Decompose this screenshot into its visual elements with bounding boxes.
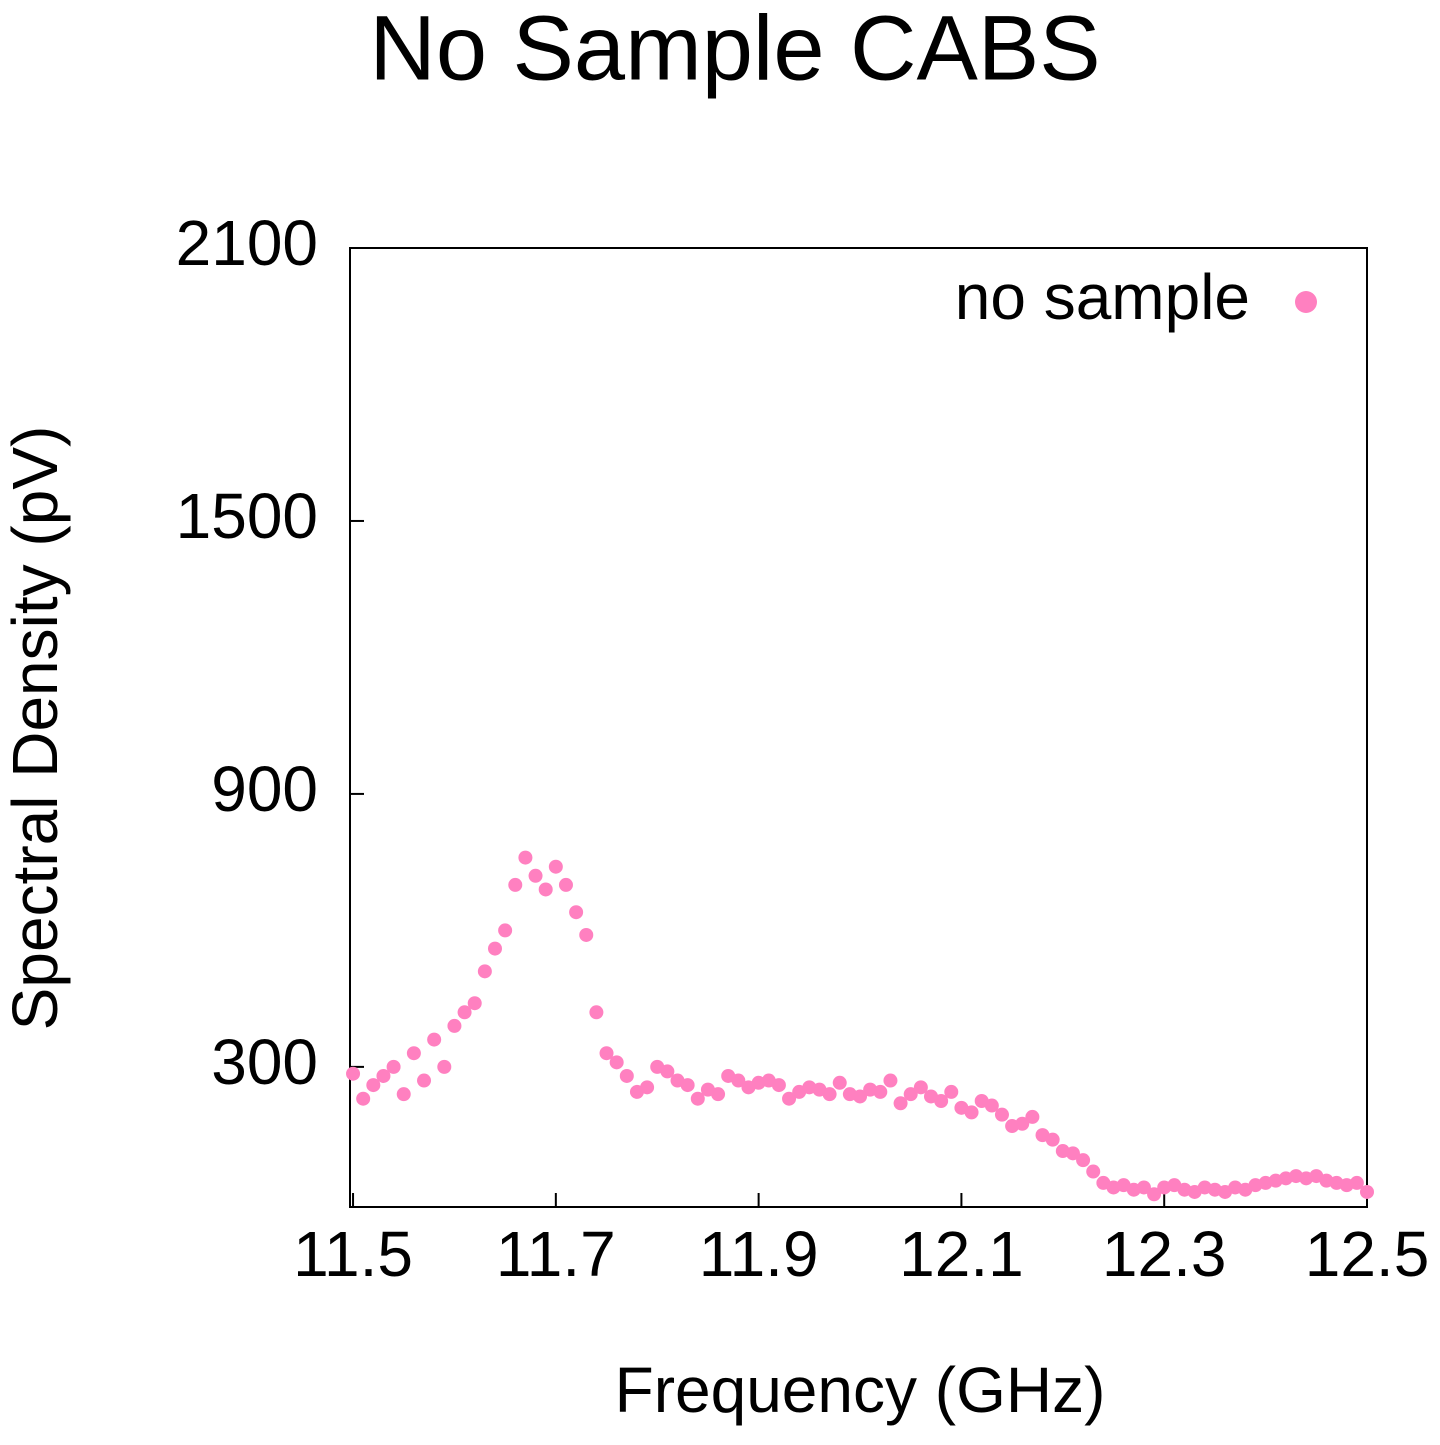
data-point [1086, 1164, 1101, 1179]
data-point [569, 905, 584, 920]
data-point [558, 877, 573, 892]
data-point [903, 1087, 918, 1102]
data-point [396, 1087, 411, 1102]
data-point [660, 1064, 675, 1079]
data-point [619, 1068, 634, 1083]
data-point [1349, 1175, 1364, 1190]
x-axis-label: Frequency (GHz) [615, 1354, 1106, 1426]
x-tick-label: 12.1 [899, 1218, 1024, 1290]
data-point [771, 1078, 786, 1093]
data-point [1147, 1187, 1162, 1202]
data-point [1136, 1180, 1151, 1195]
data-point [487, 941, 502, 956]
data-point [417, 1073, 432, 1088]
data-point [477, 964, 492, 979]
data-point [467, 996, 482, 1011]
data-point [1360, 1184, 1374, 1199]
data-point [498, 923, 513, 938]
data-point [883, 1073, 898, 1088]
legend-marker [1295, 291, 1317, 313]
y-axis-label: Spectral Density (pV) [0, 426, 71, 1031]
data-point [832, 1075, 847, 1090]
data-point [964, 1105, 979, 1120]
legend-label: no sample [955, 261, 1250, 333]
x-tick-label: 11.5 [293, 1218, 413, 1290]
data-point [680, 1078, 695, 1093]
data-point [447, 1018, 462, 1033]
x-tick-label: 11.7 [496, 1218, 616, 1290]
data-point [427, 1032, 442, 1047]
data-point [640, 1080, 655, 1095]
data-point [944, 1084, 959, 1099]
y-tick-label: 2100 [176, 207, 318, 279]
data-point [1045, 1132, 1060, 1147]
data-point [538, 882, 553, 897]
data-point [1076, 1153, 1091, 1168]
y-tick-label: 1500 [176, 480, 318, 552]
data-point [457, 1005, 472, 1020]
data-point [356, 1091, 371, 1106]
chart-title: No Sample CABS [369, 0, 1100, 99]
x-tick-label: 11.9 [699, 1218, 819, 1290]
data-point [731, 1073, 746, 1088]
x-tick-label: 12.5 [1305, 1218, 1430, 1290]
data-point [508, 877, 523, 892]
data-point [599, 1046, 614, 1061]
data-point [366, 1078, 381, 1093]
data-point [437, 1059, 452, 1074]
data-point [984, 1098, 999, 1113]
data-point [528, 868, 543, 883]
data-point [376, 1068, 391, 1083]
y-tick-label: 300 [211, 1026, 318, 1098]
data-point [934, 1094, 949, 1109]
data-point [873, 1084, 888, 1099]
data-point [1025, 1109, 1040, 1124]
data-point [406, 1046, 421, 1061]
data-point [589, 1005, 604, 1020]
data-point [346, 1066, 361, 1081]
y-tick-label: 900 [211, 753, 318, 825]
data-point [548, 859, 563, 874]
data-point [782, 1091, 797, 1106]
data-point [1065, 1146, 1080, 1161]
data-point [609, 1055, 624, 1070]
data-point [1015, 1116, 1030, 1131]
plot-frame [349, 247, 1368, 1208]
x-tick-label: 12.3 [1102, 1218, 1227, 1290]
data-point [690, 1091, 705, 1106]
data-point [822, 1087, 837, 1102]
data-point [579, 927, 594, 942]
data-point [994, 1107, 1009, 1122]
data-point [913, 1080, 928, 1095]
data-point [711, 1087, 726, 1102]
data-point [853, 1089, 868, 1104]
data-point [893, 1096, 908, 1111]
data-point [386, 1059, 401, 1074]
data-point [518, 850, 533, 865]
